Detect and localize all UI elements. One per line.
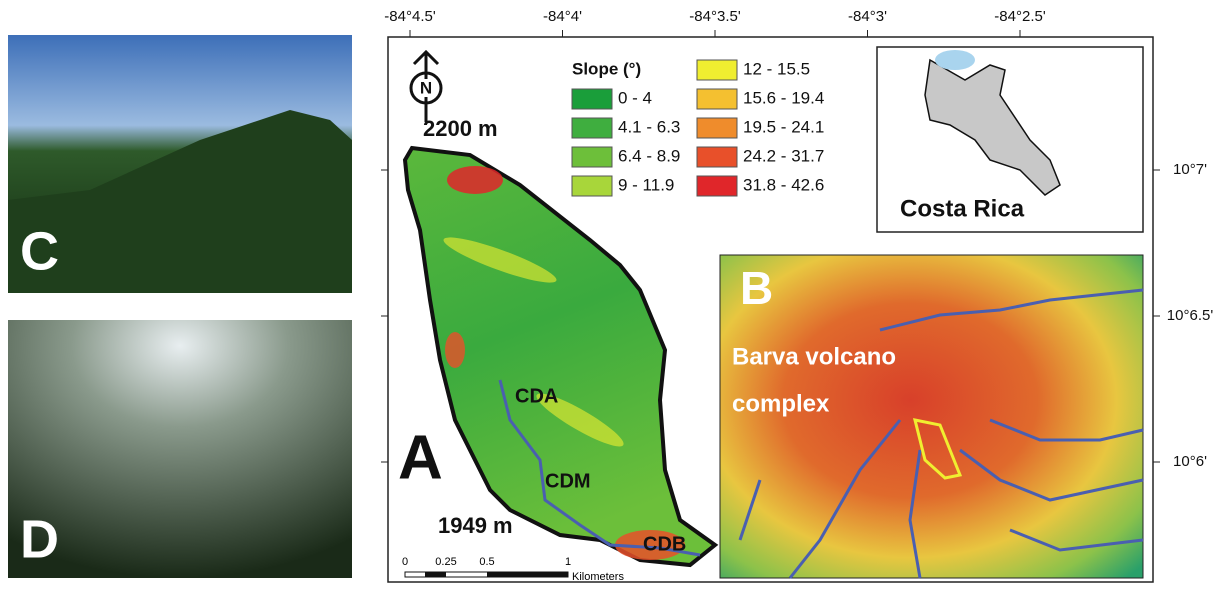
legend-label: 15.6 - 19.4 [743,88,824,107]
site-label: CDA [515,385,558,407]
slope-patch [536,393,624,447]
legend-label: 0 - 4 [618,88,652,107]
north-bg [418,79,434,97]
site-label: CDM [545,470,591,492]
stream [498,379,701,557]
x-tick-label: -84°4.5' [384,8,436,25]
photo-d [8,320,352,578]
panel-label: A [398,423,443,492]
legend-swatch [571,175,613,197]
x-tick-label: -84°4' [543,8,582,25]
legend-swatch [696,117,738,139]
slope-patch [447,166,503,194]
north-head [412,49,440,66]
watershed-outline [912,418,963,480]
legend-swatch [696,88,738,110]
legend-label: 4.1 - 6.3 [618,117,680,136]
slope-patch [615,530,685,560]
legend-swatch [571,88,613,110]
legend-swatch [571,117,613,139]
x-tick-label: -84°3.5' [689,8,741,25]
river [738,479,762,541]
site-label: CDB [643,533,686,555]
river [908,449,922,579]
river [1009,528,1144,552]
legend-swatch [696,59,738,81]
river [959,448,1144,502]
lake [935,50,975,70]
x-tick-label: -84°2.5' [994,8,1046,25]
legend-label: 24.2 - 31.7 [743,146,824,165]
photo-label: C [20,221,59,281]
scale-label: 0.25 [435,556,456,568]
scale-label: 0 [402,556,408,568]
elevation-label: 1949 m [438,513,513,538]
slope-patch [445,332,465,368]
legend-label: 19.5 - 24.1 [743,117,824,136]
scale-bar [425,572,446,577]
legend-label: 9 - 11.9 [618,175,674,194]
river [788,419,902,579]
river [989,418,1144,442]
relief-map [719,254,1144,579]
north-label: N [420,78,432,97]
y-tick-label: 10°6.5' [1167,307,1214,324]
place-label: Barva volcano [732,343,896,370]
mountain [8,110,352,293]
inset-label: Costa Rica [900,195,1025,222]
legend-label: 6.4 - 8.9 [618,146,680,165]
country-shape [924,58,1061,196]
slope-patch [443,237,557,283]
rivers [738,288,1144,579]
legend-label: 12 - 15.5 [743,59,810,78]
legend-swatch [571,146,613,168]
scale-label: 0.5 [479,556,494,568]
scale-label: 1 [565,556,571,568]
photo-label: D [20,509,59,569]
panel-label: B [740,262,773,314]
river [879,288,1144,332]
north-arrow: N [409,49,443,122]
x-tick-label: -84°3' [848,8,887,25]
scale-unit: Kilometers [572,571,624,583]
legend-title: Slope (°) [572,59,641,78]
legend-swatch [696,146,738,168]
legend-label: 31.8 - 42.6 [743,175,824,194]
legend-swatch [696,175,738,197]
y-tick-label: 10°6' [1173,453,1207,470]
scale-bar [487,572,568,577]
place-label: complex [732,390,830,417]
elevation-label: 2200 m [423,116,498,141]
y-tick-label: 10°7' [1173,161,1207,178]
